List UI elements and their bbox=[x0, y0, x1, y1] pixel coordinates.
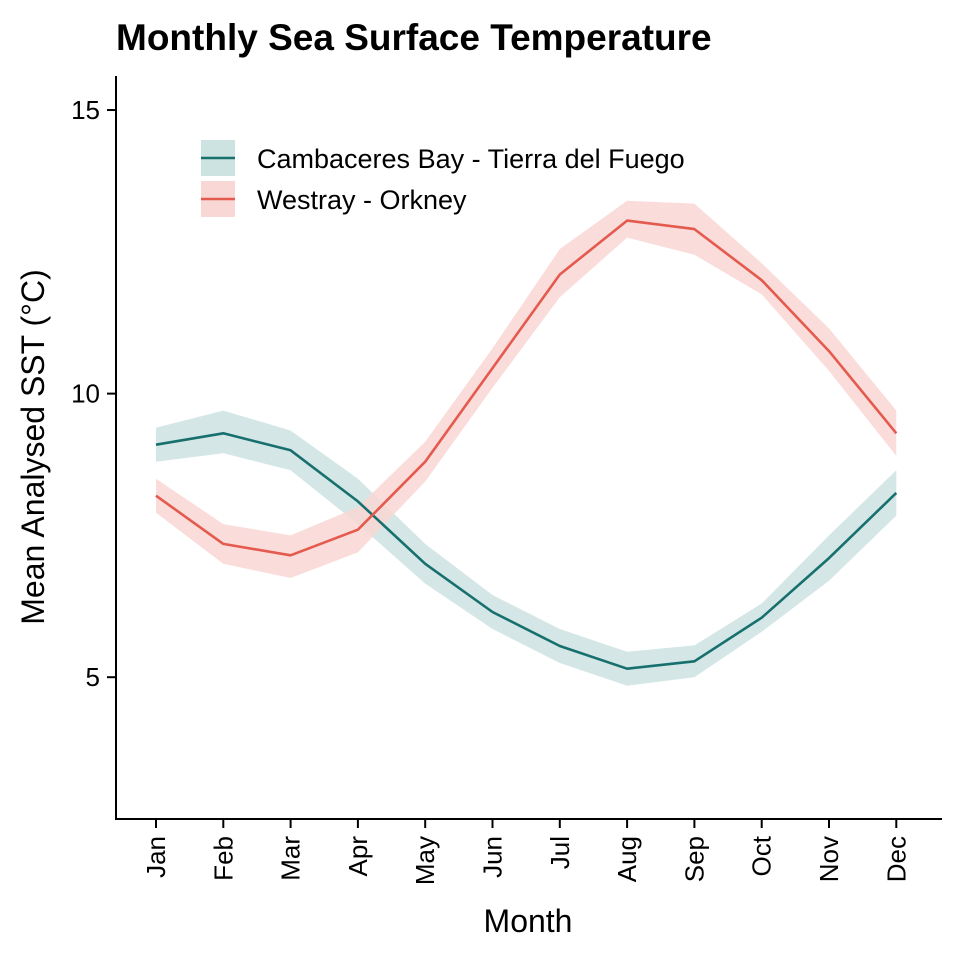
x-tick-label-2: Mar bbox=[276, 836, 306, 881]
chart-title: Monthly Sea Surface Temperature bbox=[116, 17, 712, 58]
legend: Cambaceres Bay - Tierra del Fuego Westray… bbox=[201, 140, 685, 217]
x-tick-label-4: May bbox=[410, 836, 440, 885]
x-axis-title: Month bbox=[484, 903, 573, 939]
x-tick-label-1: Feb bbox=[208, 836, 238, 881]
x-tick-label-8: Sep bbox=[679, 836, 709, 882]
x-tick-label-0: Jan bbox=[141, 836, 171, 878]
y-tick-label-2: 15 bbox=[71, 95, 100, 125]
legend-label-0: Cambaceres Bay - Tierra del Fuego bbox=[257, 144, 685, 174]
band-series-0 bbox=[156, 410, 897, 686]
x-tick-label-3: Apr bbox=[343, 836, 373, 877]
x-tick-label-10: Nov bbox=[814, 836, 844, 882]
confidence-bands bbox=[156, 200, 897, 686]
line-series-1 bbox=[155, 219, 898, 557]
y-tick-label-0: 5 bbox=[86, 662, 100, 692]
band-series-1 bbox=[156, 200, 897, 579]
x-ticks: Jan Feb Mar Apr May Jun Jul Aug Sep Oct Nov Dec bbox=[141, 819, 911, 885]
x-tick-label-7: Aug bbox=[612, 836, 642, 882]
y-tick-label-1: 10 bbox=[71, 379, 100, 409]
line-series-0 bbox=[155, 431, 898, 671]
x-tick-label-6: Jul bbox=[545, 836, 575, 869]
legend-label-1: Westray - Orkney bbox=[257, 185, 467, 215]
y-ticks: 5 10 15 bbox=[71, 95, 116, 692]
y-axis-title: Mean Analysed SST (°C) bbox=[15, 269, 51, 624]
series-lines bbox=[155, 219, 898, 671]
x-tick-label-9: Oct bbox=[747, 835, 777, 876]
x-tick-label-11: Dec bbox=[881, 836, 911, 882]
x-tick-label-5: Jun bbox=[478, 836, 508, 878]
